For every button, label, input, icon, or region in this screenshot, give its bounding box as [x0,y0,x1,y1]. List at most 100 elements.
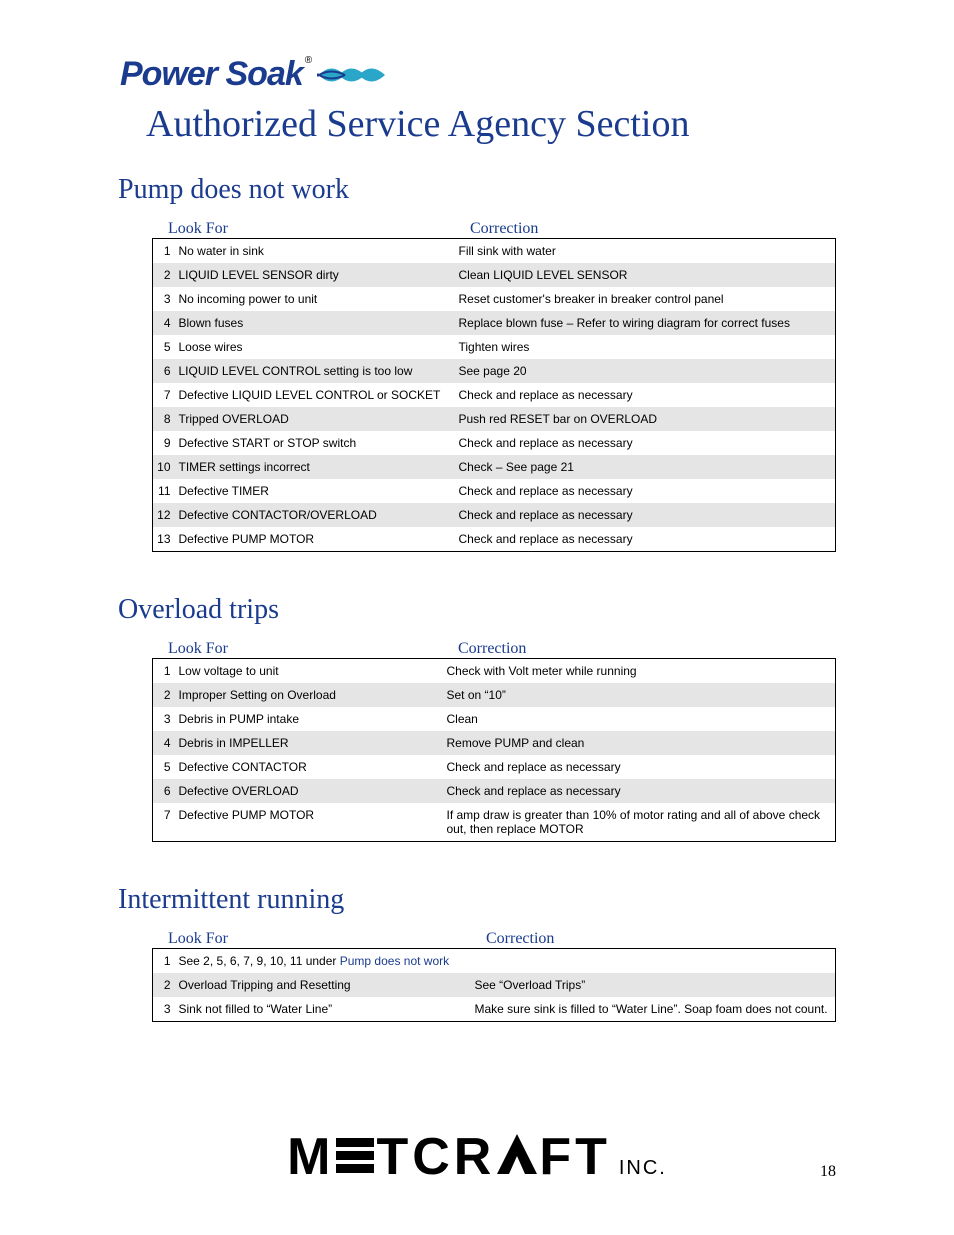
cross-ref-link[interactable]: Pump does not work [340,954,449,968]
correction-cell: Check with Volt meter while running [443,659,836,684]
row-number: 1 [153,239,175,264]
correction-cell: Check and replace as necessary [455,431,836,455]
correction-cell: If amp draw is greater than 10% of motor… [443,803,836,842]
correction-cell: Tighten wires [455,335,836,359]
row-number: 9 [153,431,175,455]
section-title: Overload trips [118,594,836,626]
lookfor-cell: See 2, 5, 6, 7, 9, 10, 11 under Pump doe… [175,949,471,974]
row-number: 7 [153,803,175,842]
table-row: 3Sink not filled to “Water Line”Make sur… [153,997,836,1022]
row-number: 3 [153,287,175,311]
lookfor-cell: Sink not filled to “Water Line” [175,997,471,1022]
lookfor-cell: Tripped OVERLOAD [175,407,455,431]
lookfor-cell: Loose wires [175,335,455,359]
table-header-row: Look ForCorrection [152,640,836,658]
lookfor-cell: Defective LIQUID LEVEL CONTROL or SOCKET [175,383,455,407]
table-row: 6LIQUID LEVEL CONTROL setting is too low… [153,359,836,383]
table-header-row: Look ForCorrection [152,220,836,238]
lookfor-cell: TIMER settings incorrect [175,455,455,479]
lookfor-cell: Defective CONTACTOR [175,755,443,779]
lookfor-label: Look For [168,930,486,948]
correction-cell: Fill sink with water [455,239,836,264]
row-number: 10 [153,455,175,479]
section-title: Intermittent running [118,884,836,916]
correction-cell: Check and replace as necessary [455,503,836,527]
lookfor-cell: Improper Setting on Overload [175,683,443,707]
correction-cell: Check and replace as necessary [443,755,836,779]
table-row: 8Tripped OVERLOADPush red RESET bar on O… [153,407,836,431]
lookfor-cell: Blown fuses [175,311,455,335]
row-number: 5 [153,335,175,359]
correction-cell: Clean [443,707,836,731]
table-row: 1No water in sinkFill sink with water [153,239,836,264]
correction-cell: Check and replace as necessary [443,779,836,803]
table-row: 3Debris in PUMP intakeClean [153,707,836,731]
row-number: 4 [153,311,175,335]
row-number: 8 [153,407,175,431]
table-row: 7Defective LIQUID LEVEL CONTROL or SOCKE… [153,383,836,407]
lookfor-cell: LIQUID LEVEL CONTROL setting is too low [175,359,455,383]
row-number: 5 [153,755,175,779]
row-number: 13 [153,527,175,552]
correction-label: Correction [458,640,526,658]
lookfor-cell: Low voltage to unit [175,659,443,684]
table-row: 1Low voltage to unitCheck with Volt mete… [153,659,836,684]
table-wrap: Look ForCorrection1No water in sinkFill … [118,220,836,552]
table-row: 5Loose wiresTighten wires [153,335,836,359]
table-row: 12Defective CONTACTOR/OVERLOADCheck and … [153,503,836,527]
lookfor-cell: Defective PUMP MOTOR [175,527,455,552]
troubleshoot-section: Intermittent running Look ForCorrection1S… [118,884,836,1022]
lookfor-cell: No water in sink [175,239,455,264]
lookfor-cell: Defective START or STOP switch [175,431,455,455]
correction-cell: Check and replace as necessary [455,383,836,407]
row-number: 4 [153,731,175,755]
correction-cell: See “Overload Trips” [471,973,836,997]
table-row: 11Defective TIMERCheck and replace as ne… [153,479,836,503]
lookfor-cell: Defective PUMP MOTOR [175,803,443,842]
lookfor-label: Look For [168,220,470,238]
logo-word-2: Soak [217,55,303,93]
brand-logo: Power Soak® [120,55,836,94]
lookfor-cell: Overload Tripping and Resetting [175,973,471,997]
row-number: 12 [153,503,175,527]
lookfor-cell: Defective CONTACTOR/OVERLOAD [175,503,455,527]
row-number: 2 [153,683,175,707]
correction-cell: Check and replace as necessary [455,527,836,552]
troubleshoot-table: 1Low voltage to unitCheck with Volt mete… [152,658,836,842]
row-number: 2 [153,263,175,287]
table-row: 2Improper Setting on OverloadSet on “10” [153,683,836,707]
table-row: 4Blown fusesReplace blown fuse – Refer t… [153,311,836,335]
table-row: 4Debris in IMPELLERRemove PUMP and clean [153,731,836,755]
row-number: 3 [153,707,175,731]
lookfor-cell: Debris in PUMP intake [175,707,443,731]
row-number: 3 [153,997,175,1022]
troubleshoot-table: 1See 2, 5, 6, 7, 9, 10, 11 under Pump do… [152,948,836,1022]
correction-cell: Make sure sink is filled to “Water Line”… [471,997,836,1022]
table-row: 7Defective PUMP MOTORIf amp draw is grea… [153,803,836,842]
table-row: 2Overload Tripping and ResettingSee “Ove… [153,973,836,997]
brand-logo-text: Power Soak® [120,55,311,94]
correction-label: Correction [486,930,554,948]
table-row: 9Defective START or STOP switchCheck and… [153,431,836,455]
footer-logo: MTCRFT INC. [287,1127,667,1187]
table-row: 1See 2, 5, 6, 7, 9, 10, 11 under Pump do… [153,949,836,974]
section-title: Pump does not work [118,174,836,206]
logo-word-1: Power [120,55,217,93]
row-number: 2 [153,973,175,997]
table-row: 5Defective CONTACTORCheck and replace as… [153,755,836,779]
swirl-icon [317,58,387,92]
registered-mark: ® [305,55,311,66]
table-row: 3No incoming power to unitReset customer… [153,287,836,311]
troubleshoot-section: Overload trips Look ForCorrection1Low vol… [118,594,836,842]
correction-cell: Set on “10” [443,683,836,707]
lookfor-text: See 2, 5, 6, 7, 9, 10, 11 under [179,954,340,968]
correction-cell: Remove PUMP and clean [443,731,836,755]
lookfor-cell: No incoming power to unit [175,287,455,311]
footer-logo-inc: INC. [619,1157,667,1180]
lookfor-cell: Defective OVERLOAD [175,779,443,803]
footer-logo-word: MTCRFT [287,1127,611,1187]
table-row: 10TIMER settings incorrectCheck – See pa… [153,455,836,479]
table-wrap: Look ForCorrection1See 2, 5, 6, 7, 9, 10… [118,930,836,1022]
row-number: 1 [153,659,175,684]
row-number: 11 [153,479,175,503]
